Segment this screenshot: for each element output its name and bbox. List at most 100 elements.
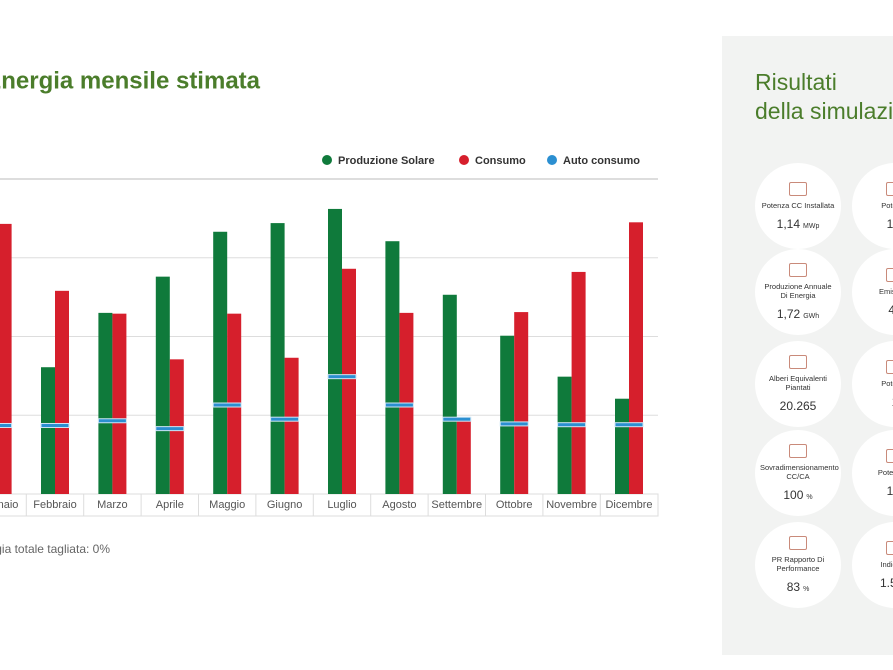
x-tick-label: Gennaio	[0, 499, 18, 511]
chart-title: Energia mensile stimata	[0, 67, 261, 94]
bar	[55, 290, 69, 494]
card-value-row: 1,1	[887, 484, 893, 498]
bar	[41, 367, 55, 494]
card-unit: %	[803, 586, 810, 593]
auto-consumo-mark	[384, 402, 414, 408]
auto-consumo-mark	[270, 416, 300, 422]
auto-consumo-mark	[442, 416, 472, 422]
card-unit: GWh	[803, 313, 820, 320]
card-label: Alberi Equivalenti Piantati	[769, 374, 827, 392]
legend-dot	[459, 155, 469, 165]
chart: Energia mensile stimata Energia totale t…	[0, 67, 659, 556]
auto-consumo-mark	[0, 422, 13, 428]
card-label: Indice Di	[880, 559, 893, 569]
x-tick-label: Luglio	[327, 499, 356, 511]
x-tick-label: Giugno	[267, 499, 302, 511]
bar	[629, 222, 643, 494]
panel-title-line: della simulazione	[755, 98, 893, 124]
legend-label: Consumo	[475, 155, 526, 167]
x-tick-label: Marzo	[97, 499, 128, 511]
bar	[385, 241, 400, 494]
card-label: Produzione Annuale Di Energia	[764, 282, 832, 300]
result-card: Alberi Equivalenti Piantati 20.265	[755, 341, 841, 427]
card-label: Sovradimensionamento CC/CA	[760, 463, 839, 481]
card-value: 83	[786, 580, 801, 594]
bar	[615, 398, 629, 494]
bar	[442, 294, 457, 494]
x-tick-label: Febbraio	[33, 499, 76, 511]
card-value: 1,72	[776, 307, 801, 321]
card-value: 44	[888, 302, 893, 317]
auto-consumo-mark	[97, 418, 127, 424]
card-value-row: 100%	[783, 488, 812, 502]
footnote: Energia totale tagliata: 0%	[0, 542, 110, 556]
card-unit: %	[806, 494, 813, 501]
bar	[284, 357, 299, 494]
result-card: Potenza 1,1	[852, 163, 893, 249]
card-value-row: 20.265	[780, 399, 817, 413]
auto-consumo-mark	[499, 421, 529, 427]
auto-consumo-mark	[557, 422, 587, 428]
result-card: Emissioni 44	[852, 249, 893, 335]
result-card: Potenza A 1,1	[852, 430, 893, 516]
card-label: Emissioni	[878, 286, 893, 296]
card-value: 1.509	[879, 575, 893, 590]
card-icon	[886, 181, 893, 196]
result-card: PR Rapporto Di Performance 83%	[755, 522, 841, 608]
card-label: PR Rapporto Di Performance	[771, 555, 825, 573]
bar	[342, 268, 356, 494]
result-card: Produzione Annuale Di Energia 1,72 GWh	[755, 249, 841, 335]
card-value: 1,1	[886, 216, 893, 231]
card-icon	[789, 355, 807, 369]
x-tick-label: Dicembre	[605, 499, 652, 511]
card-value-row: 1,14 MWp	[777, 217, 820, 231]
legend-label: Auto consumo	[563, 155, 640, 167]
card-label: Potenza	[881, 378, 893, 388]
card-icon	[789, 536, 807, 550]
bar	[155, 276, 170, 494]
card-value: 1,14	[776, 216, 800, 231]
result-card: Indice Di 1.509	[852, 522, 893, 608]
panel-title: Risultati della simulazione	[755, 68, 893, 126]
card-value-row: 83%	[787, 580, 810, 594]
auto-consumo-mark	[40, 422, 70, 428]
x-tick-label: Maggio	[209, 499, 245, 511]
bar	[112, 313, 127, 494]
x-tick-label: Novembre	[546, 499, 597, 511]
card-value-row: 1,1	[887, 217, 893, 231]
auto-consumo-mark	[212, 402, 242, 408]
card-value: 1,1	[886, 483, 893, 498]
bar	[571, 271, 586, 494]
card-value-row: 1.509	[880, 576, 893, 590]
legend-label: Produzione Solare	[338, 155, 435, 167]
auto-consumo-mark	[614, 422, 644, 428]
x-tick-label: Ottobre	[496, 499, 533, 511]
legend-dot	[547, 155, 557, 165]
card-value: 1	[892, 395, 893, 409]
card-icon	[789, 263, 807, 277]
x-tick-label: Settembre	[431, 499, 482, 511]
card-label: Potenza	[881, 200, 893, 210]
card-icon	[789, 444, 807, 458]
panel-title-line: Risultati	[755, 69, 837, 95]
result-card: Potenza CC Installata 1,14 MWp	[755, 163, 841, 249]
card-value: 20.265	[779, 399, 817, 413]
auto-consumo-mark	[327, 374, 357, 380]
card-unit: MWp	[803, 222, 820, 230]
x-tick-label: Aprile	[156, 499, 184, 511]
bar	[0, 223, 12, 494]
bar	[456, 419, 471, 494]
auto-consumo-mark	[155, 426, 185, 432]
card-icon	[789, 181, 807, 196]
bar	[557, 376, 572, 494]
bar	[514, 312, 529, 494]
result-card: Potenza 1	[852, 341, 893, 427]
card-icon	[886, 540, 893, 555]
card-value-row: 1	[892, 395, 893, 409]
result-card: Sovradimensionamento CC/CA 100%	[755, 430, 841, 516]
card-value: 100	[783, 488, 804, 502]
bar	[328, 208, 342, 495]
card-label: Potenza A	[877, 467, 893, 477]
bar	[98, 312, 113, 494]
